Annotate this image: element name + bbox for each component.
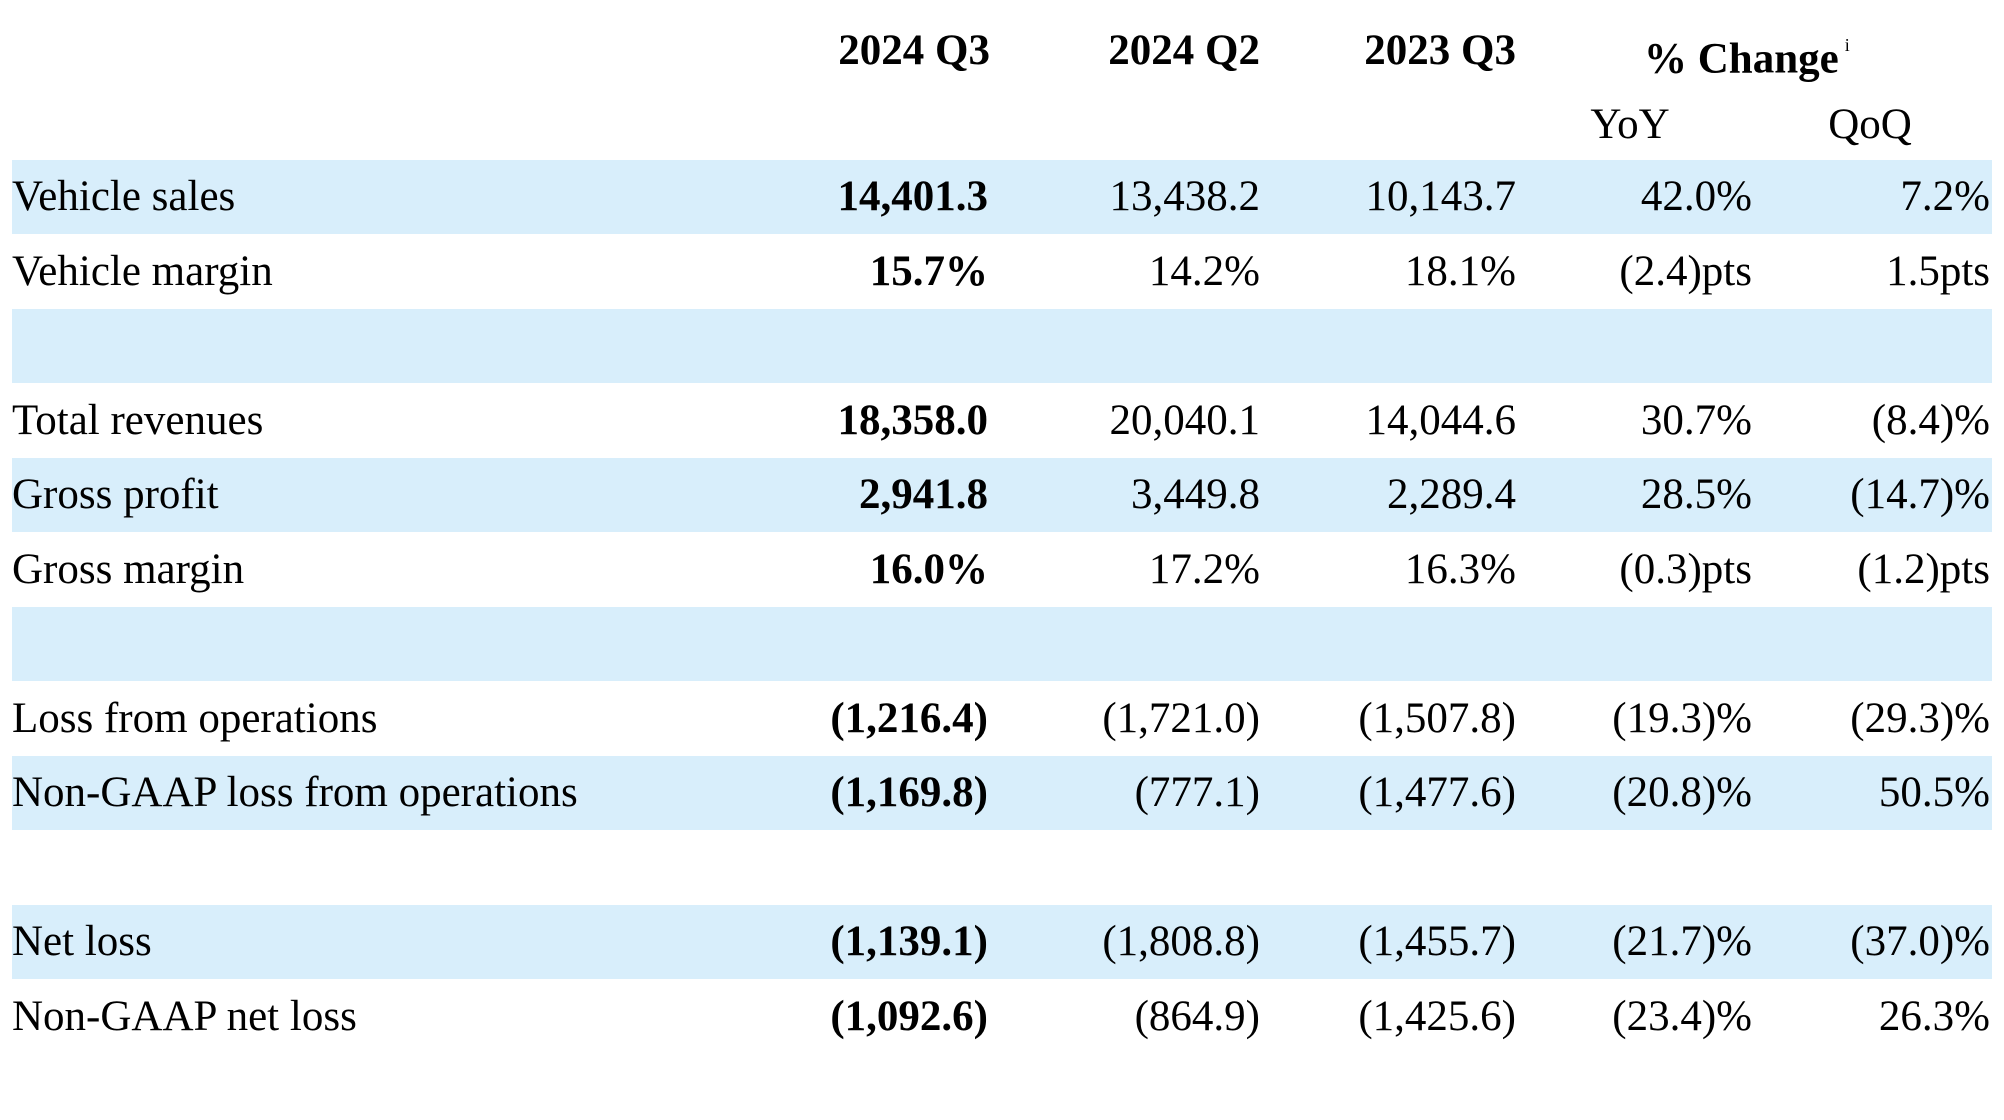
table-row: Vehicle margin 15.7% 14.2% 18.1% (2.4)pts 1.5… xyxy=(12,235,1992,309)
cell-2024-q3: 2,941.8 xyxy=(859,471,988,518)
cell-2024-q3: (1,169.8) xyxy=(830,769,988,816)
cell-2024-q2: (777.1) xyxy=(1134,769,1260,816)
cell-qoq: (1.2)pts xyxy=(1857,545,1990,593)
cell-2024-q3: 14,401.3 xyxy=(837,173,989,220)
cell-2023-q3: 18.1% xyxy=(1404,247,1516,295)
cell-2024-q2: 13,438.2 xyxy=(1109,173,1261,220)
row-label: Non-GAAP net loss xyxy=(12,992,357,1040)
cell-2023-q3: 2,289.4 xyxy=(1387,471,1516,518)
cell-2024-q3: 16.0% xyxy=(869,545,988,593)
percent-change-title: % Change xyxy=(1644,35,1839,83)
cell-yoy: (19.3)% xyxy=(1612,694,1752,742)
cell-yoy: (20.8)% xyxy=(1612,769,1752,816)
footnote-marker: i xyxy=(1844,35,1850,55)
cell-2023-q3: (1,477.6) xyxy=(1358,769,1516,816)
sub-header-row: YoY QoQ xyxy=(0,88,2004,162)
cell-yoy: (2.4)pts xyxy=(1619,247,1752,295)
cell-2024-q2: 3,449.8 xyxy=(1131,471,1260,518)
cell-yoy: (0.3)pts xyxy=(1619,545,1752,593)
cell-yoy: (23.4)% xyxy=(1612,992,1752,1040)
cell-2024-q3: (1,092.6) xyxy=(830,992,988,1040)
cell-2024-q2: 20,040.1 xyxy=(1109,396,1261,444)
cell-yoy: (21.7)% xyxy=(1612,918,1752,965)
cell-2024-q2: (1,808.8) xyxy=(1102,918,1260,965)
row-label: Net loss xyxy=(12,918,152,965)
column-header-2024-q3: 2024 Q3 xyxy=(838,27,990,74)
row-label: Gross margin xyxy=(12,545,245,593)
cell-qoq: (8.4)% xyxy=(1871,396,1990,444)
cell-qoq: (14.7)% xyxy=(1850,471,1990,518)
table-row: Total revenues 18,358.0 20,040.1 14,044.6 30… xyxy=(12,384,1992,458)
cell-qoq: 26.3% xyxy=(1878,992,1990,1040)
table-row: Net loss (1,139.1) (1,808.8) (1,455.7) (21.7… xyxy=(12,905,1992,979)
spacer-row xyxy=(12,831,1992,905)
table-row: Loss from operations (1,216.4) (1,721.0) (1… xyxy=(12,682,1992,756)
column-header-2024-q2: 2024 Q2 xyxy=(1108,27,1260,74)
spacer-row xyxy=(12,607,1992,681)
cell-yoy: 42.0% xyxy=(1640,173,1752,220)
cell-qoq: (37.0)% xyxy=(1850,918,1990,965)
cell-qoq: (29.3)% xyxy=(1850,694,1990,742)
cell-2024-q3: (1,216.4) xyxy=(830,694,988,742)
cell-2023-q3: 16.3% xyxy=(1404,545,1516,593)
cell-2024-q2: 17.2% xyxy=(1148,545,1260,593)
cell-qoq: 7.2% xyxy=(1900,173,1990,220)
table-row: Non-GAAP loss from operations (1,169.8) (7… xyxy=(12,756,1992,830)
table-row: Vehicle sales 14,401.3 13,438.2 10,143.7 42.… xyxy=(12,160,1992,234)
column-header-yoy: YoY xyxy=(1590,101,1670,148)
cell-2023-q3: 10,143.7 xyxy=(1365,173,1517,220)
column-header-2023-q3: 2023 Q3 xyxy=(1364,27,1516,74)
cell-2024-q3: (1,139.1) xyxy=(830,918,988,965)
column-header-percent-change: % Change i xyxy=(1644,14,1944,88)
cell-qoq: 1.5pts xyxy=(1886,247,1990,295)
cell-2024-q3: 15.7% xyxy=(869,247,988,295)
column-header-qoq: QoQ xyxy=(1828,101,1912,148)
cell-2023-q3: (1,425.6) xyxy=(1358,992,1516,1040)
cell-yoy: 28.5% xyxy=(1640,471,1752,518)
table-row: Non-GAAP net loss (1,092.6) (864.9) (1,425.… xyxy=(12,980,1992,1054)
row-label: Loss from operations xyxy=(12,694,378,742)
column-header-row: 2024 Q3 2024 Q2 2023 Q3 % Change i xyxy=(0,14,2004,88)
table-row: Gross margin 16.0% 17.2% 16.3% (0.3)pts (1.2)… xyxy=(12,533,1992,607)
row-label: Vehicle margin xyxy=(12,247,273,295)
cell-2024-q3: 18,358.0 xyxy=(837,396,989,444)
cell-2023-q3: 14,044.6 xyxy=(1365,396,1517,444)
cell-2024-q2: (1,721.0) xyxy=(1102,694,1260,742)
row-label: Total revenues xyxy=(12,396,264,444)
row-label: Non-GAAP loss from operations xyxy=(12,769,578,816)
table-row: Gross profit 2,941.8 3,449.8 2,289.4 28.5% (1… xyxy=(12,458,1992,532)
row-label: Vehicle sales xyxy=(12,173,236,220)
cell-2024-q2: 14.2% xyxy=(1148,247,1260,295)
row-label: Gross profit xyxy=(12,471,219,518)
spacer-row xyxy=(12,309,1992,383)
cell-2023-q3: (1,455.7) xyxy=(1358,918,1516,965)
cell-2023-q3: (1,507.8) xyxy=(1358,694,1516,742)
cell-yoy: 30.7% xyxy=(1640,396,1752,444)
cell-2024-q2: (864.9) xyxy=(1134,992,1260,1040)
cell-qoq: 50.5% xyxy=(1878,769,1990,816)
